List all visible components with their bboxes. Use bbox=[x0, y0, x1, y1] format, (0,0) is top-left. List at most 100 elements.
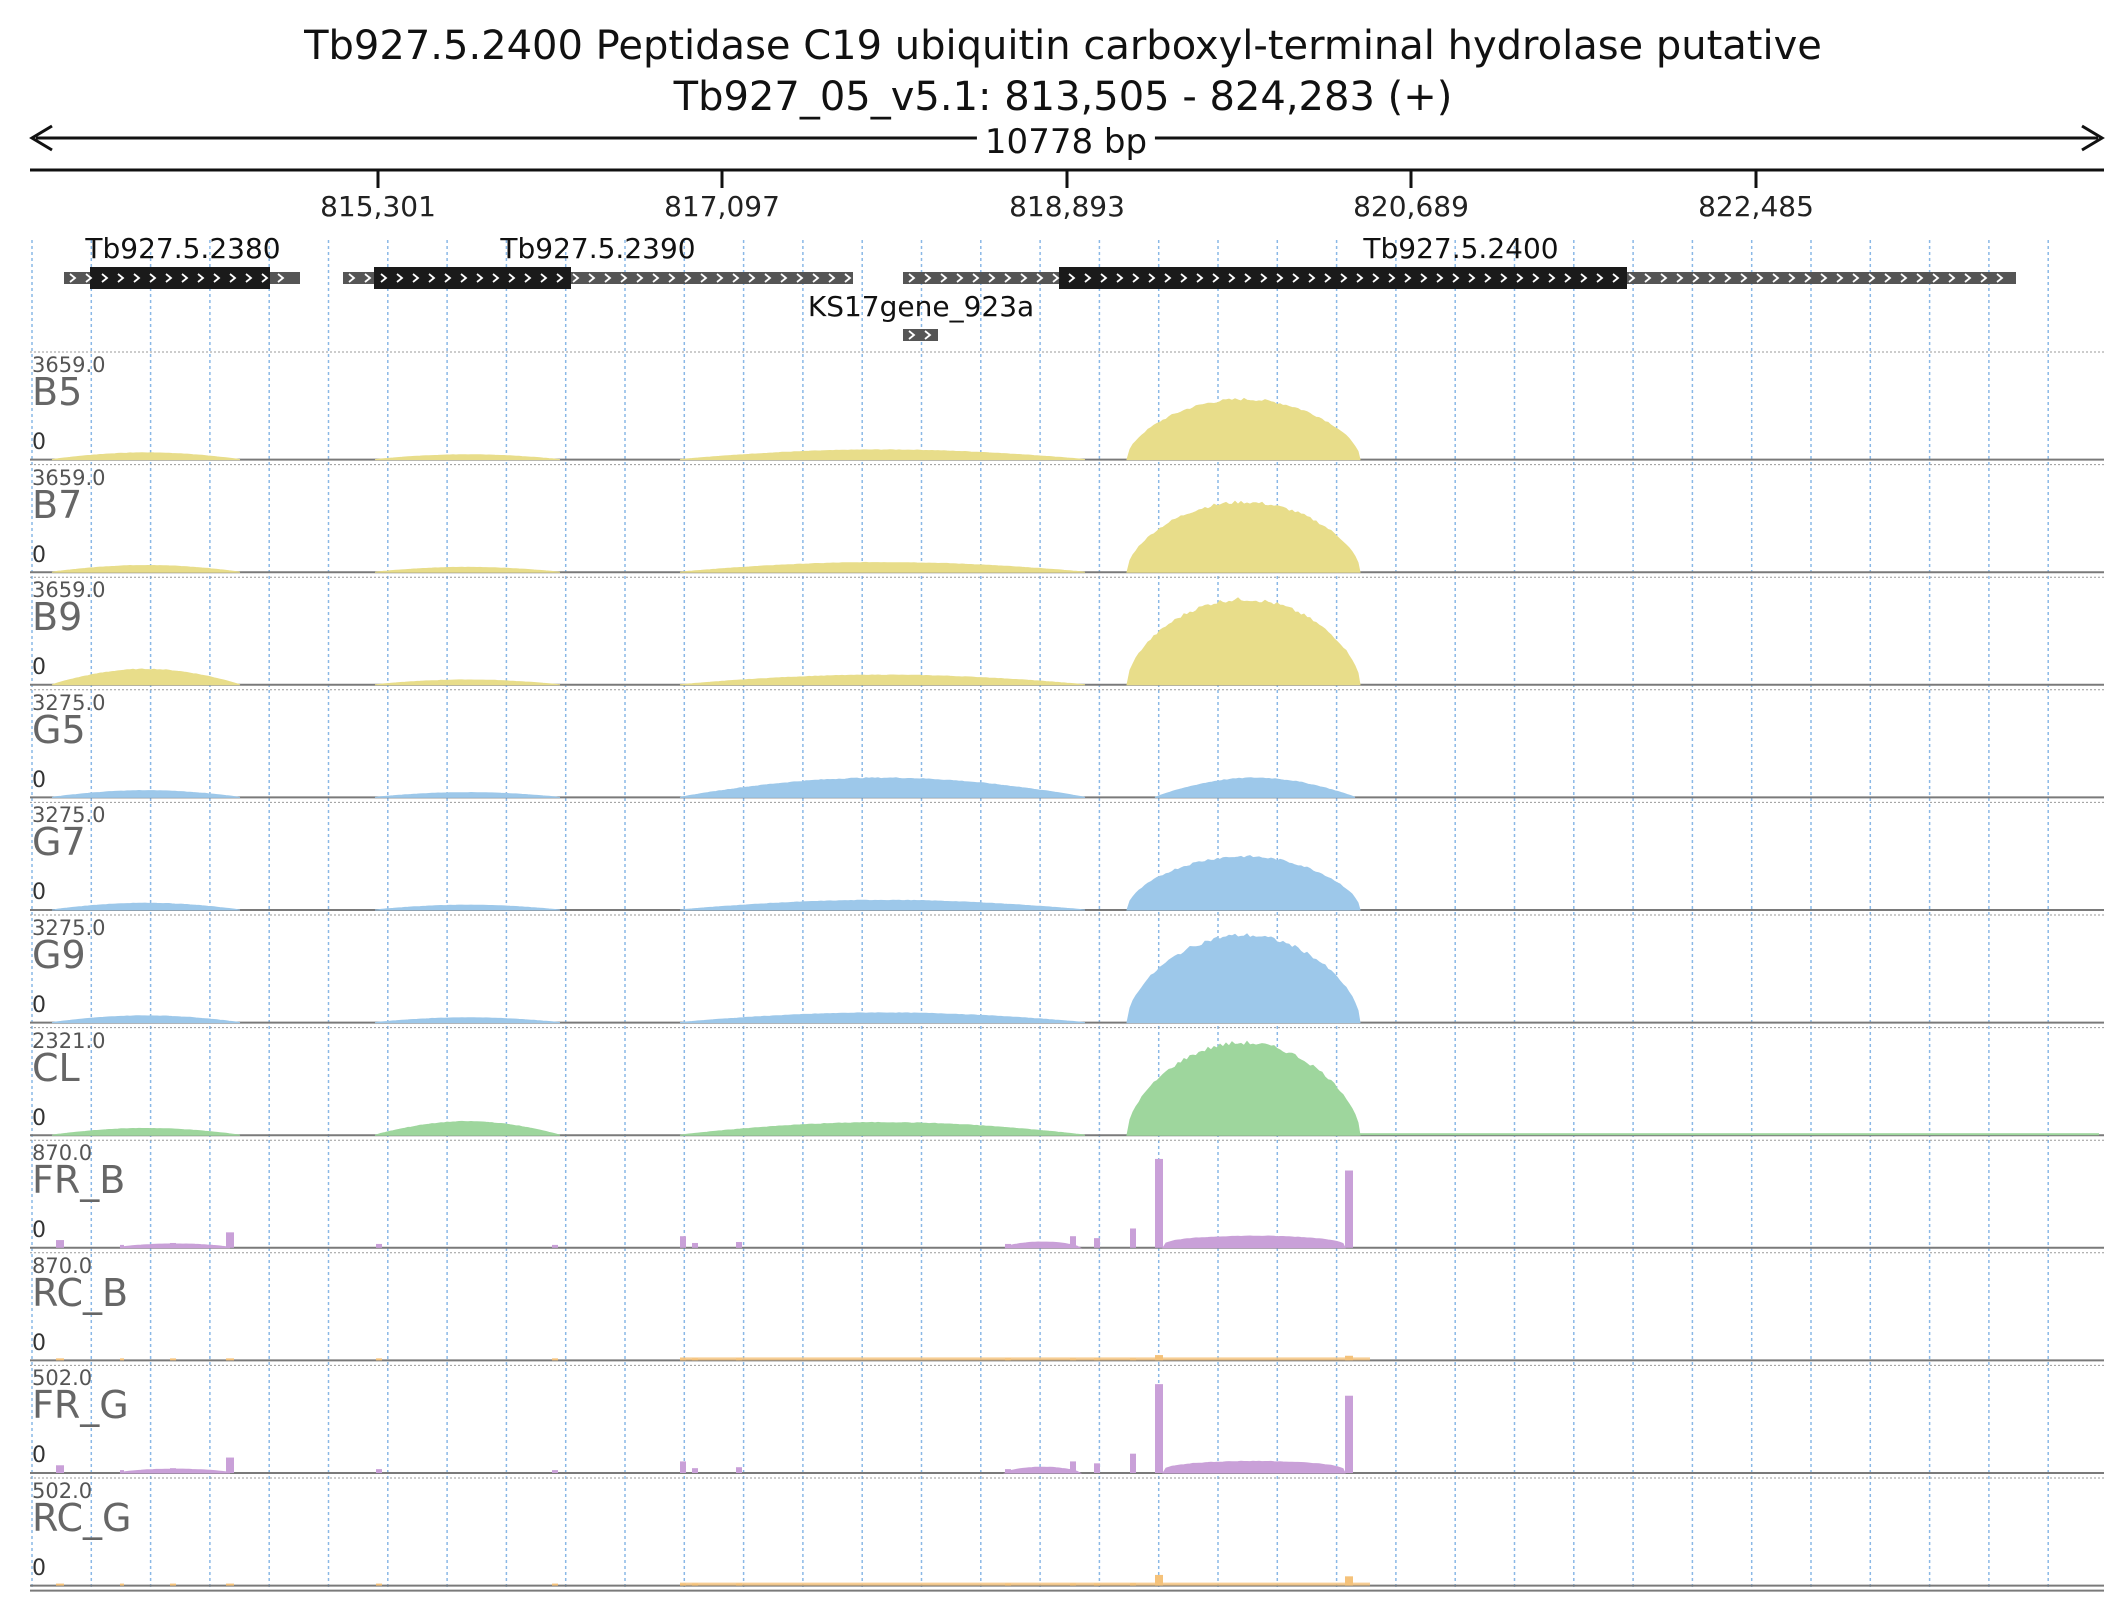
track-fr-g bbox=[30, 1364, 2104, 1474]
junction-bar bbox=[736, 1467, 742, 1473]
strand-chevron bbox=[572, 273, 580, 283]
coverage-area bbox=[374, 566, 561, 573]
coverage-area bbox=[1360, 1133, 2099, 1136]
strand-chevron bbox=[460, 273, 468, 283]
junction-bar bbox=[120, 1583, 124, 1586]
track-max-rc-b: 870.0 bbox=[32, 1253, 93, 1278]
coverage-area bbox=[679, 1012, 1086, 1024]
strand-chevron bbox=[924, 330, 932, 340]
track-zero-b9: 0 bbox=[32, 655, 46, 681]
strand-chevron bbox=[85, 273, 93, 283]
junction-bar bbox=[692, 1468, 698, 1473]
track-zero-b5: 0 bbox=[32, 430, 46, 455]
track-zero-g7: 0 bbox=[32, 880, 46, 906]
strand-chevron bbox=[149, 273, 157, 283]
strand-chevron bbox=[165, 273, 173, 283]
strand-chevron bbox=[988, 273, 996, 283]
strand-chevron bbox=[1180, 273, 1188, 283]
gene-label-tb927-5-2400[interactable]: Tb927.5.2400 bbox=[1363, 232, 1559, 265]
track-cl bbox=[30, 1027, 2104, 1137]
coverage-area bbox=[374, 679, 561, 686]
gene-label-ks17gene-923a[interactable]: KS17gene_923a bbox=[807, 290, 1035, 323]
junction-bar bbox=[552, 1470, 558, 1473]
strand-chevron bbox=[117, 273, 125, 283]
junction-area bbox=[1004, 1241, 1082, 1249]
strand-chevron bbox=[1628, 273, 1636, 283]
strand-chevron bbox=[1292, 273, 1300, 283]
strand-chevron bbox=[1468, 273, 1476, 283]
strand-chevron bbox=[1660, 273, 1668, 283]
track-g9 bbox=[30, 914, 2104, 1024]
gene-label-tb927-5-2390[interactable]: Tb927.5.2390 bbox=[500, 232, 696, 265]
ruler-tick-label: 817,097 bbox=[664, 190, 780, 223]
coverage-area bbox=[1154, 777, 1356, 798]
track-max-g5: 3275.0 bbox=[32, 690, 106, 715]
strand-chevron bbox=[1212, 273, 1220, 283]
strand-chevron bbox=[1148, 273, 1156, 283]
coverage-area bbox=[374, 1017, 561, 1024]
junction-bar bbox=[120, 1244, 124, 1248]
strand-chevron bbox=[1740, 273, 1748, 283]
junction-bar bbox=[552, 1244, 558, 1248]
strand-chevron bbox=[700, 273, 708, 283]
strand-chevron bbox=[908, 330, 916, 340]
ruler-tick-label: 822,485 bbox=[1698, 190, 1814, 223]
strand-chevron bbox=[1068, 273, 1076, 283]
strand-chevron bbox=[1788, 273, 1796, 283]
strand-chevron bbox=[364, 273, 372, 283]
junction-bar bbox=[1094, 1463, 1100, 1473]
strand-chevron bbox=[844, 273, 852, 283]
strand-chevron bbox=[1884, 273, 1892, 283]
junction-bar bbox=[1094, 1238, 1100, 1248]
track-name-rc-b: RC_B bbox=[32, 1270, 129, 1315]
strand-chevron bbox=[181, 273, 189, 283]
coverage-area bbox=[1126, 500, 1361, 573]
track-max-b9: 3659.0 bbox=[32, 578, 106, 603]
strand-chevron bbox=[956, 273, 964, 283]
strand-chevron bbox=[101, 273, 109, 283]
junction-bar bbox=[680, 1461, 686, 1473]
strand-chevron bbox=[1276, 273, 1284, 283]
strand-chevron bbox=[1708, 273, 1716, 283]
strand-chevron bbox=[636, 273, 644, 283]
junction-bar bbox=[1130, 1228, 1136, 1248]
coverage-area bbox=[374, 454, 561, 461]
strand-chevron bbox=[1132, 273, 1140, 283]
track-rc-b bbox=[30, 1252, 2104, 1362]
span-arrow-left-head bbox=[29, 124, 53, 152]
strand-chevron bbox=[908, 273, 916, 283]
strand-chevron bbox=[428, 273, 436, 283]
junction-bar bbox=[226, 1232, 234, 1248]
track-zero-fr-b: 0 bbox=[32, 1218, 46, 1244]
locus-location: Tb927_05_v5.1: 813,505 - 824,283 (+) bbox=[673, 74, 1453, 120]
strand-chevron bbox=[69, 273, 77, 283]
strand-chevron bbox=[940, 273, 948, 283]
track-zero-b7: 0 bbox=[32, 542, 46, 568]
strand-chevron bbox=[261, 273, 269, 283]
span-arrow-right-head bbox=[2081, 124, 2105, 152]
junction-bar bbox=[552, 1358, 558, 1361]
junction-bar bbox=[376, 1243, 382, 1248]
gene-label-tb927-5-2380[interactable]: Tb927.5.2380 bbox=[85, 232, 281, 265]
track-rc-g bbox=[30, 1477, 2104, 1587]
strand-chevron bbox=[1116, 273, 1124, 283]
coverage-area bbox=[1126, 933, 1361, 1024]
strand-chevron bbox=[1532, 273, 1540, 283]
junction-bar bbox=[226, 1457, 234, 1473]
strand-chevron bbox=[556, 273, 564, 283]
strand-chevron bbox=[1404, 273, 1412, 283]
track-zero-g5: 0 bbox=[32, 767, 46, 793]
strand-chevron bbox=[1564, 273, 1572, 283]
gene-model-tb927-5-2380 bbox=[64, 267, 300, 289]
gene-model-tb927-5-2390-cds bbox=[374, 267, 571, 289]
strand-chevron bbox=[1100, 273, 1108, 283]
junction-bar bbox=[1155, 1574, 1163, 1586]
coverage-area bbox=[51, 668, 241, 686]
track-max-cl: 2321.0 bbox=[32, 1028, 106, 1053]
gene-model-tb927-5-2380-cds bbox=[90, 267, 270, 289]
strand-chevron bbox=[1308, 273, 1316, 283]
strand-chevron bbox=[492, 273, 500, 283]
coverage-area bbox=[51, 452, 241, 461]
coverage-area bbox=[51, 564, 241, 573]
ruler-tick-label: 818,893 bbox=[1009, 190, 1125, 223]
